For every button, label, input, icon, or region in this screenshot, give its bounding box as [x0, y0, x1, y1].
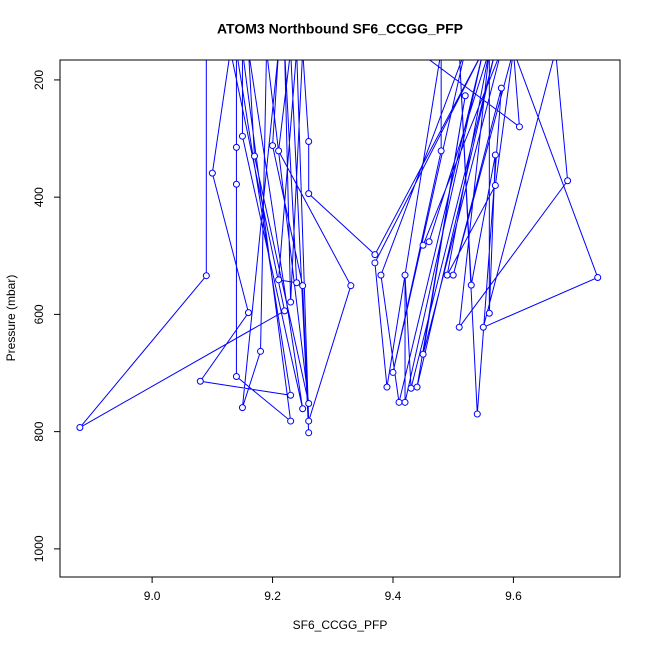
point	[497, 84, 505, 92]
y-axis-label: Pressure (mbar)	[4, 275, 18, 362]
point	[305, 190, 313, 198]
point	[419, 241, 427, 249]
point	[305, 399, 313, 407]
point	[479, 323, 487, 331]
point	[395, 398, 403, 406]
point	[299, 405, 307, 413]
point	[238, 404, 246, 412]
plot-box	[59, 59, 621, 578]
point	[269, 142, 277, 150]
point	[257, 347, 265, 355]
point	[281, 307, 289, 315]
point	[594, 273, 602, 281]
point	[208, 169, 216, 177]
point	[401, 398, 409, 406]
y-tick-label: 400	[32, 187, 46, 207]
point	[293, 279, 301, 287]
point	[250, 152, 258, 160]
x-tick-label: 9.0	[144, 589, 161, 603]
point	[443, 271, 451, 279]
point	[455, 323, 463, 331]
point	[232, 373, 240, 381]
point	[389, 368, 397, 376]
chart-title: ATOM3 Northbound SF6_CCGG_PFP	[217, 21, 463, 37]
series-line	[79, 60, 599, 433]
point	[419, 350, 427, 358]
point	[287, 391, 295, 399]
y-tick-label: 200	[32, 70, 46, 90]
point	[275, 276, 283, 284]
point	[275, 147, 283, 155]
point	[371, 259, 379, 267]
point	[485, 309, 493, 317]
x-axis-label: SF6_CCGG_PFP	[293, 618, 388, 632]
point	[202, 272, 210, 280]
y-tick-label: 800	[32, 421, 46, 441]
plot-area	[76, 60, 602, 437]
point	[467, 281, 475, 289]
point	[413, 383, 421, 391]
point	[491, 181, 499, 189]
point	[244, 309, 252, 317]
point	[232, 180, 240, 188]
point	[425, 238, 433, 246]
point	[437, 147, 445, 155]
point	[564, 177, 572, 185]
point	[371, 251, 379, 259]
point	[377, 271, 385, 279]
point	[305, 429, 313, 437]
point	[461, 92, 469, 100]
point	[232, 143, 240, 151]
point	[196, 377, 204, 385]
point	[473, 410, 481, 418]
point	[76, 424, 84, 432]
point	[238, 132, 246, 140]
point	[383, 383, 391, 391]
point	[449, 271, 457, 279]
point	[515, 123, 523, 131]
y-tick-label: 1000	[32, 535, 46, 562]
point	[305, 417, 313, 425]
point	[299, 282, 307, 290]
point	[287, 298, 295, 306]
point	[491, 151, 499, 159]
point	[401, 271, 409, 279]
x-tick-label: 9.4	[385, 589, 402, 603]
y-tick-label: 600	[32, 304, 46, 324]
point	[347, 282, 355, 290]
point	[407, 384, 415, 392]
x-tick-label: 9.6	[505, 589, 522, 603]
point	[287, 417, 295, 425]
x-tick-label: 9.2	[264, 589, 281, 603]
point	[305, 137, 313, 145]
